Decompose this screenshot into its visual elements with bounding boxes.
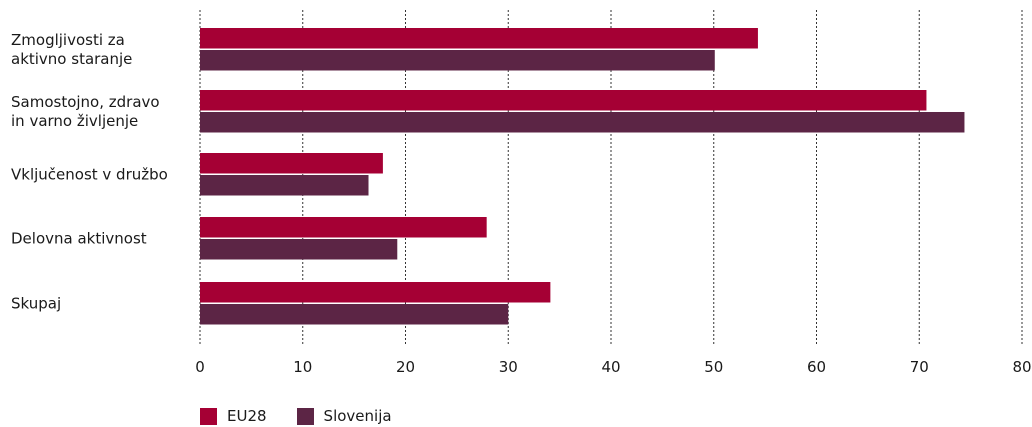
category-label-1-line-1: in varno življenje: [11, 112, 138, 130]
bar-eu28-0: [200, 28, 758, 49]
bar-eu28-1: [200, 90, 927, 111]
legend-item-eu28: EU28: [200, 407, 267, 425]
bar-chart: 0 10 20 30 40 50 60 70 80 Zmogljivosti zaaktivno …: [11, 10, 1032, 376]
x-tick-label-10: 10: [293, 358, 312, 376]
x-tick-label-40: 40: [601, 358, 620, 376]
bar-eu28-3: [200, 217, 487, 238]
category-label-3-line-0: Delovna aktivnost: [11, 230, 147, 248]
category-label-0-line-0: Zmogljivosti za: [11, 31, 125, 49]
category-label-1-line-0: Samostojno, zdravo: [11, 93, 160, 111]
bar-slovenija-2: [200, 175, 369, 196]
legend: EU28 Slovenija: [200, 407, 392, 425]
bar-slovenija-4: [200, 304, 509, 325]
x-tick-label-30: 30: [499, 358, 518, 376]
x-tick-label-50: 50: [704, 358, 723, 376]
legend-label-eu28: EU28: [227, 407, 267, 425]
bar-eu28-2: [200, 153, 383, 174]
legend-label-slovenija: Slovenija: [323, 407, 392, 425]
category-label-4-line-0: Skupaj: [11, 295, 61, 313]
x-tick-label-70: 70: [910, 358, 929, 376]
category-label-0-line-1: aktivno staranje: [11, 50, 132, 68]
x-tick-label-60: 60: [807, 358, 826, 376]
category-label-2-line-0: Vključenost v družbo: [11, 166, 168, 184]
bar-slovenija-0: [200, 50, 715, 71]
legend-item-slovenija: Slovenija: [296, 407, 392, 425]
bar-eu28-4: [200, 282, 551, 303]
x-tick-label-0: 0: [195, 358, 205, 376]
legend-swatch-slovenija: [296, 407, 314, 425]
legend-swatch-eu28: [200, 407, 217, 425]
x-tick-label-80: 80: [1012, 358, 1031, 376]
bar-slovenija-1: [200, 112, 965, 133]
bar-slovenija-3: [200, 239, 398, 260]
x-tick-label-20: 20: [396, 358, 415, 376]
